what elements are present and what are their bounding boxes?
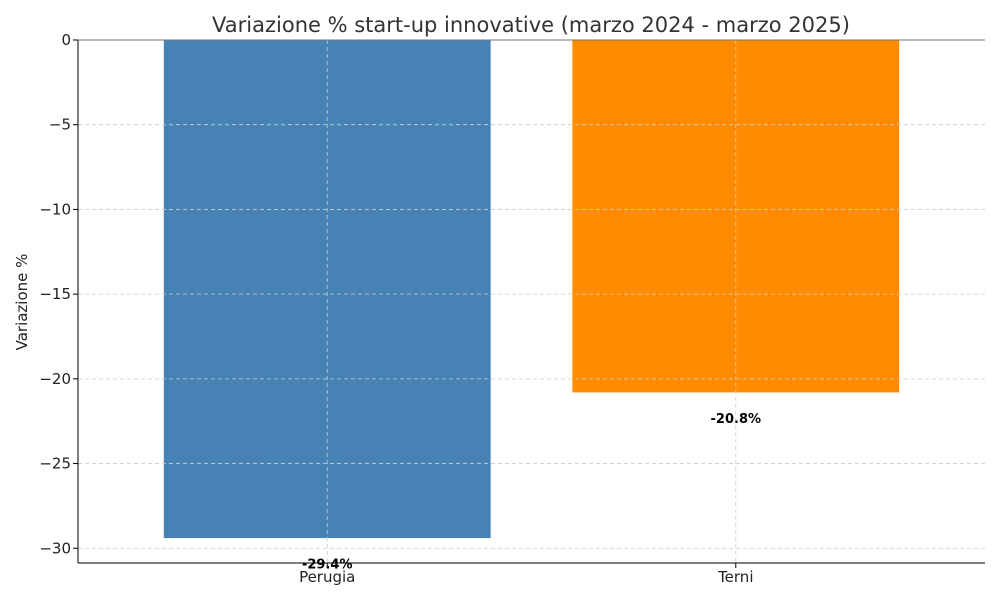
data-labels: -29.4% -20.8% xyxy=(302,412,761,573)
y-axis-label: Variazione % xyxy=(13,254,31,351)
y-tick-label: −10 xyxy=(39,200,71,218)
x-tick-label: Perugia xyxy=(299,568,355,586)
y-tick-label: −15 xyxy=(39,285,71,303)
x-tick-label: Terni xyxy=(717,568,753,586)
y-tick-label: −30 xyxy=(39,539,71,557)
y-tick-label: −5 xyxy=(49,116,71,134)
data-label-terni: -20.8% xyxy=(711,412,762,427)
grid-lines xyxy=(78,39,985,563)
y-tick-label: −20 xyxy=(39,370,71,388)
y-tick-label: 0 xyxy=(61,31,71,49)
data-label-perugia: -29.4% xyxy=(302,558,353,573)
axes: 0 −5 −10 −15 −20 −25 −30 Perugia Terni xyxy=(39,31,985,586)
y-tick-label: −25 xyxy=(39,455,71,473)
chart-title: Variazione % start-up innovative (marzo … xyxy=(212,13,850,37)
